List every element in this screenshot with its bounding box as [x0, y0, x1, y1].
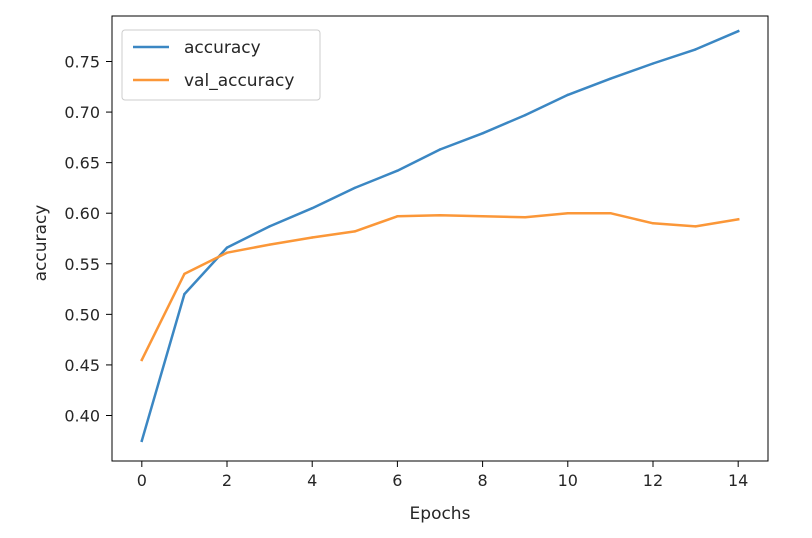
- x-tick-label: 12: [643, 471, 663, 490]
- y-tick-label: 0.55: [64, 255, 100, 274]
- x-axis-label: Epochs: [410, 504, 471, 524]
- y-tick-label: 0.40: [64, 406, 100, 425]
- data-point-val-accuracy: [523, 216, 527, 219]
- data-point-accuracy: [438, 148, 442, 151]
- y-tick-label: 0.50: [64, 305, 100, 324]
- plot-frame: [111, 15, 769, 462]
- data-point-val-accuracy: [438, 214, 442, 217]
- y-tick-label: 0.70: [64, 103, 100, 122]
- legend-label-accuracy: accuracy: [184, 38, 261, 58]
- data-point-val-accuracy: [694, 225, 697, 228]
- data-point-val-accuracy: [396, 215, 399, 218]
- data-point-accuracy: [609, 77, 612, 80]
- data-point-accuracy: [566, 93, 569, 97]
- data-point-val-accuracy: [268, 243, 271, 246]
- data-point-val-accuracy: [225, 251, 229, 254]
- data-point-val-accuracy: [311, 236, 314, 239]
- y-axis-label: accuracy: [31, 205, 51, 282]
- data-point-accuracy: [353, 186, 357, 190]
- data-point-accuracy: [396, 169, 399, 172]
- legend-label-val-accuracy: val_accuracy: [184, 71, 294, 91]
- data-point-accuracy: [481, 132, 484, 135]
- y-tick-label: 0.45: [64, 356, 100, 375]
- x-tick-label: 8: [478, 471, 488, 490]
- data-point-val-accuracy: [183, 272, 186, 276]
- ticks-layer: 0 2 4 6 8 10 12 14 0.40 0.45 0.50 0.55 0.60 0.65 0.70 0…: [64, 53, 748, 490]
- data-point-val-accuracy: [651, 222, 655, 225]
- data-point-val-accuracy: [481, 215, 484, 218]
- legend-box: [121, 29, 321, 101]
- data-point-val-accuracy: [140, 358, 144, 362]
- series-layer: [140, 29, 740, 443]
- data-point-accuracy: [140, 439, 144, 442]
- y-tick-label: 0.75: [64, 53, 100, 72]
- x-tick-label: 2: [222, 471, 232, 490]
- x-tick-label: 6: [392, 471, 402, 490]
- data-point-val-accuracy: [609, 212, 612, 215]
- data-point-val-accuracy: [736, 218, 740, 221]
- x-tick-label: 10: [558, 471, 578, 490]
- legend: accuracy val_accuracy: [121, 29, 321, 101]
- axes-layer: [111, 15, 769, 462]
- data-point-accuracy: [225, 246, 229, 249]
- data-point-accuracy: [183, 292, 186, 296]
- y-tick-label: 0.60: [64, 204, 100, 223]
- data-point-accuracy: [523, 113, 527, 117]
- data-point-accuracy: [736, 29, 740, 33]
- y-tick-label: 0.65: [64, 154, 100, 173]
- data-point-val-accuracy: [566, 212, 569, 215]
- x-tick-label: 4: [307, 471, 317, 490]
- data-point-accuracy: [311, 206, 314, 210]
- data-point-accuracy: [268, 225, 271, 228]
- x-tick-label: 0: [137, 471, 147, 490]
- data-point-val-accuracy: [353, 230, 357, 233]
- data-point-accuracy: [651, 62, 655, 65]
- data-point-accuracy: [694, 48, 697, 51]
- x-tick-label: 14: [728, 471, 748, 490]
